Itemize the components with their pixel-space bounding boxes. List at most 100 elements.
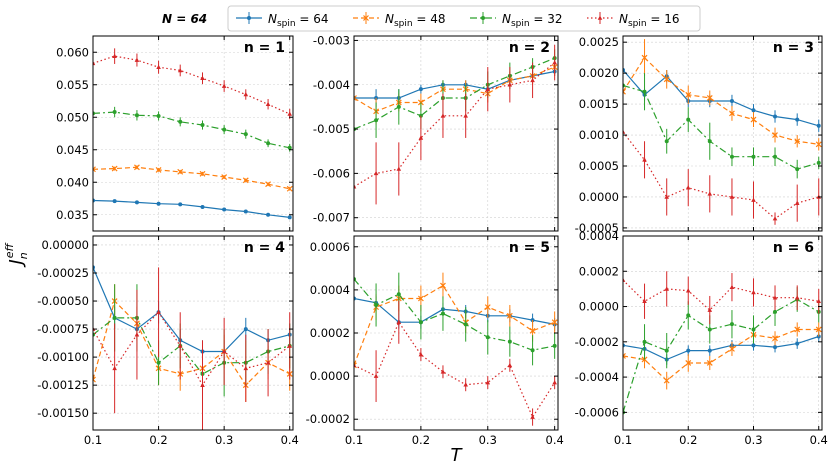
data-point — [816, 160, 821, 165]
series-48 — [93, 284, 293, 402]
data-point — [266, 141, 271, 146]
data-point — [373, 170, 379, 176]
y-tick-label: -0.00050 — [37, 294, 89, 308]
series-32 — [354, 49, 557, 152]
series-line — [354, 62, 556, 188]
data-point — [440, 282, 446, 289]
data-point — [396, 292, 401, 297]
legend-entry-64: Nspin = 64 — [236, 12, 329, 29]
data-point — [686, 348, 691, 353]
data-point — [751, 343, 756, 348]
legend-entry-48: Nspin = 48 — [353, 12, 446, 29]
x-tick-label: 0.3 — [744, 433, 762, 447]
data-point — [485, 380, 491, 385]
y-tick-label: 0.0000 — [579, 190, 619, 204]
series-64 — [623, 331, 821, 365]
data-point — [177, 168, 184, 175]
y-tick-label: -0.0002 — [575, 335, 619, 349]
x-tick-label: 0.3 — [479, 433, 497, 447]
series-line — [354, 66, 555, 112]
data-point — [177, 343, 183, 348]
data-point — [112, 53, 117, 58]
series-line — [93, 199, 290, 218]
series-line — [93, 311, 291, 387]
y-tick-label: -0.00025 — [37, 266, 89, 280]
y-tick-label: 0.035 — [56, 208, 89, 222]
y-tick-label: 0.045 — [56, 143, 89, 157]
data-point — [354, 95, 357, 101]
data-point — [685, 185, 691, 190]
series-line — [354, 70, 555, 99]
data-point — [373, 373, 379, 378]
series-64 — [93, 250, 292, 363]
data-point — [265, 181, 272, 188]
legend-label-32: Nspin = 32 — [502, 12, 563, 29]
data-point — [374, 118, 379, 123]
series-line — [623, 84, 819, 170]
data-point — [266, 212, 271, 217]
x-tick-label: 0.3 — [215, 433, 233, 447]
data-point — [93, 376, 96, 383]
y-tick-label: -0.00075 — [37, 322, 89, 336]
series-line — [93, 267, 290, 353]
series-64 — [623, 63, 821, 132]
data-point — [484, 304, 491, 311]
data-point — [642, 157, 647, 162]
y-tick-label: 0.040 — [56, 175, 89, 189]
data-point — [729, 284, 735, 289]
data-point — [396, 104, 401, 109]
data-point — [663, 377, 670, 384]
y-tick-label: 0.0015 — [579, 97, 619, 111]
data-point — [664, 139, 669, 144]
legend: N = 64 Nspin = 64 Nspin = 48 Nspin = 32 Nsp… — [162, 5, 701, 32]
series-16 — [93, 48, 293, 120]
data-point — [773, 309, 778, 314]
plot-area — [623, 253, 822, 430]
data-point — [686, 313, 691, 318]
ticks: 0.035 0.040 0.045 0.050 0.055 0.060 — [56, 36, 293, 231]
data-point — [265, 360, 271, 365]
data-point — [685, 288, 691, 293]
panel-label: n = 3 — [773, 40, 814, 56]
x-tick-label: 0.2 — [149, 433, 167, 447]
data-point — [507, 339, 512, 344]
data-point — [485, 335, 490, 340]
ticks: -0.007 -0.006 -0.005 -0.004 -0.003 — [313, 33, 558, 231]
data-point — [729, 154, 734, 159]
panel-frame — [353, 35, 559, 232]
data-point — [287, 111, 293, 116]
series-line — [623, 279, 819, 311]
series-64 — [354, 292, 557, 331]
plot-area — [93, 48, 293, 220]
data-point — [794, 200, 800, 205]
y-tick-label: -0.0004 — [575, 370, 619, 384]
data-point — [751, 289, 756, 295]
data-point — [418, 135, 424, 140]
series-48 — [354, 58, 558, 125]
data-point — [623, 353, 626, 359]
series-32 — [93, 106, 292, 152]
y-tick-label: 0.0002 — [579, 264, 619, 278]
series-64 — [354, 67, 557, 107]
data-point — [134, 57, 140, 62]
series-line — [354, 278, 555, 351]
panel-n2: -0.007 -0.006 -0.005 -0.004 -0.003 n = 2 — [313, 33, 559, 232]
data-point — [664, 286, 670, 291]
data-point — [623, 88, 626, 95]
data-point — [816, 123, 821, 128]
data-point — [440, 369, 446, 374]
data-point — [707, 348, 712, 353]
plot-area — [93, 250, 293, 430]
data-point — [354, 362, 357, 368]
data-point — [112, 365, 117, 371]
data-point — [530, 414, 535, 419]
data-point — [729, 194, 735, 199]
legend-marker-32 — [481, 16, 485, 20]
series-line — [354, 284, 555, 366]
data-point — [242, 177, 249, 184]
series-line — [93, 55, 290, 115]
data-point — [795, 117, 800, 122]
legend-marker-64 — [247, 16, 251, 20]
series-line — [93, 166, 290, 190]
data-point — [112, 315, 117, 320]
